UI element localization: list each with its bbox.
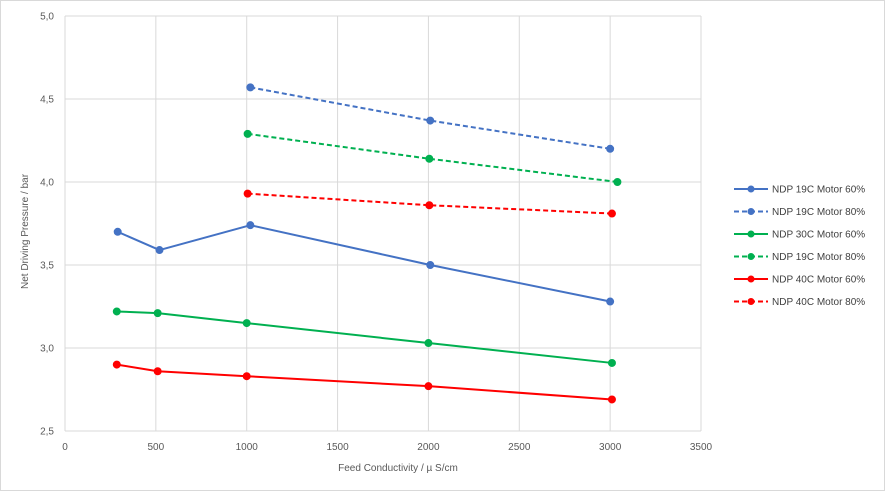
legend-label: NDP 40C Motor 80% bbox=[772, 297, 865, 308]
y-tick-label: 4,0 bbox=[40, 178, 54, 189]
y-axis-title: Net Driving Pressure / bar bbox=[20, 173, 31, 289]
legend-entry: NDP 19C Motor 80% bbox=[734, 207, 865, 218]
legend-label: NDP 30C Motor 60% bbox=[772, 230, 865, 241]
series-line bbox=[250, 86, 611, 150]
y-tick-label: 3,5 bbox=[40, 261, 54, 272]
data-point bbox=[424, 382, 433, 391]
x-tick-label: 3500 bbox=[690, 442, 713, 453]
x-tick-label: 1000 bbox=[236, 442, 259, 453]
series-2 bbox=[246, 83, 615, 153]
data-point bbox=[426, 261, 435, 269]
x-tick-label: 3000 bbox=[599, 442, 622, 453]
data-point bbox=[426, 116, 435, 125]
legend-marker bbox=[747, 253, 755, 260]
data-point bbox=[607, 209, 616, 218]
x-tick-label: 500 bbox=[148, 442, 165, 453]
series-5 bbox=[112, 360, 616, 404]
legend-label: NDP 19C Motor 80% bbox=[772, 207, 865, 218]
x-tick-label: 2000 bbox=[417, 442, 440, 453]
axes: 0 500 1000 1500 2000 2500 3000 3500 2,5 3,0 3,5 4,0… bbox=[40, 12, 712, 454]
data-point bbox=[153, 309, 162, 318]
data-point bbox=[155, 246, 164, 255]
legend: NDP 19C Motor 60% NDP 19C Motor 80% NDP 30… bbox=[734, 185, 865, 308]
y-tick-label: 4,5 bbox=[40, 95, 54, 106]
series-1 bbox=[113, 221, 615, 306]
legend-entry: NDP 19C Motor 80% bbox=[734, 252, 865, 263]
x-axis-title: Feed Conductivity / µ S/cm bbox=[338, 463, 458, 474]
x-tick-label: 2500 bbox=[508, 442, 531, 453]
data-point bbox=[424, 339, 433, 348]
data-point bbox=[112, 360, 121, 369]
x-tick-label: 0 bbox=[62, 442, 68, 453]
data-point bbox=[606, 297, 615, 306]
legend-marker bbox=[747, 185, 755, 193]
data-point bbox=[607, 395, 616, 404]
legend-label: NDP 19C Motor 80% bbox=[772, 252, 865, 263]
series-line bbox=[247, 192, 613, 215]
series-line bbox=[116, 363, 613, 401]
legend-marker bbox=[747, 298, 755, 305]
legend-marker bbox=[747, 230, 755, 238]
legend-entry: NDP 40C Motor 80% bbox=[734, 297, 865, 308]
data-point bbox=[113, 227, 122, 236]
legend-entry: NDP 19C Motor 60% bbox=[734, 185, 865, 196]
series-group bbox=[112, 83, 622, 404]
x-tick-label: 1500 bbox=[326, 442, 349, 453]
data-point bbox=[246, 83, 255, 92]
data-point bbox=[425, 201, 434, 210]
data-point bbox=[153, 367, 162, 376]
data-point bbox=[112, 307, 121, 316]
legend-entry: NDP 40C Motor 60% bbox=[734, 275, 865, 286]
legend-marker bbox=[747, 208, 755, 215]
data-point bbox=[243, 189, 252, 198]
data-point bbox=[607, 358, 616, 367]
gridlines bbox=[64, 15, 702, 432]
data-point bbox=[606, 144, 615, 153]
data-point bbox=[243, 129, 252, 138]
y-tick-label: 5,0 bbox=[40, 12, 54, 23]
series-4 bbox=[243, 129, 622, 186]
data-point bbox=[242, 319, 251, 328]
data-point bbox=[425, 154, 434, 163]
series-3 bbox=[112, 307, 616, 367]
series-line bbox=[117, 224, 611, 303]
legend-marker bbox=[747, 275, 755, 283]
y-tick-label: 3,0 bbox=[40, 344, 54, 355]
data-point bbox=[242, 372, 251, 381]
legend-label: NDP 19C Motor 60% bbox=[772, 185, 865, 196]
data-point bbox=[613, 178, 622, 186]
legend-label: NDP 40C Motor 60% bbox=[772, 275, 865, 286]
data-point bbox=[246, 221, 255, 230]
y-tick-label: 2,5 bbox=[40, 427, 54, 438]
series-6 bbox=[243, 189, 616, 218]
legend-entry: NDP 30C Motor 60% bbox=[734, 230, 865, 241]
series-line bbox=[116, 310, 613, 364]
